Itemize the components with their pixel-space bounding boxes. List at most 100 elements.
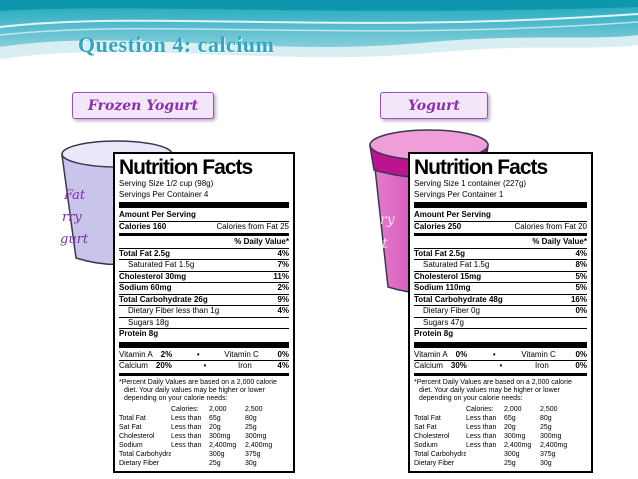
- cell: 20g: [209, 423, 221, 431]
- nutrient-row: Total Carbohydrate 26g 9%: [119, 293, 289, 306]
- table-row: Sat Fat Less than 20g 25g: [414, 423, 587, 432]
- nutrient-name: Cholesterol 15mg: [414, 271, 482, 281]
- nutrient-daily-value: 4%: [575, 248, 587, 258]
- cell: 300g: [504, 450, 520, 458]
- cell: 65g: [209, 414, 221, 422]
- table-row: Total Fat Less than 65g 80g: [119, 414, 289, 423]
- bullet-separator: •: [203, 361, 207, 370]
- cup-script-text: Fat: [63, 188, 86, 203]
- table-row: Total Fat Less than 65g 80g: [414, 414, 587, 423]
- divider: [414, 372, 587, 376]
- cell: 2,400mg: [540, 441, 568, 449]
- cell: 375g: [540, 450, 556, 458]
- cell: 300mg: [209, 432, 231, 440]
- nutrient-name: Total Carbohydrate 48g: [414, 294, 503, 304]
- table-header-row: Calories: 2,000 2,500: [119, 405, 289, 414]
- nutrition-facts-label-yogurt: Nutrition Facts Serving Size 1 container…: [408, 152, 593, 473]
- nutrient-daily-value: 4%: [277, 248, 289, 258]
- nutrient-row: Total Carbohydrate 48g 16%: [414, 293, 587, 306]
- thick-divider: [414, 341, 587, 348]
- nutrient-row: Sugars 47g: [414, 316, 587, 329]
- daily-values-table: Calories: 2,000 2,500 Total Fat Less tha…: [119, 405, 289, 468]
- bullet-separator: •: [196, 349, 200, 359]
- nutrient-daily-value: 5%: [575, 283, 587, 292]
- daily-values-table: Calories: 2,000 2,500 Total Fat Less tha…: [414, 405, 587, 468]
- nutrient-name: Sodium 110mg: [414, 283, 471, 292]
- nutrient-row: Protein 8g: [414, 328, 587, 340]
- cell: Sodium: [119, 441, 143, 449]
- vitamin-right-name: Vitamin C: [224, 349, 259, 359]
- nutrient-name: Sodium 60mg: [119, 283, 172, 292]
- nutrient-daily-value: 4%: [277, 306, 289, 315]
- cell: [119, 405, 171, 414]
- cell: [466, 459, 504, 468]
- calories-row: Calories 160 Calories from Fat 25: [119, 220, 289, 233]
- cell: Less than: [466, 423, 497, 431]
- nutrient-name: Saturated Fat 1.5g: [423, 260, 490, 269]
- daily-values-footnote: *Percent Daily Values are based on a 2,0…: [414, 378, 572, 402]
- serving-size-line: Serving Size 1/2 cup (98g): [119, 179, 214, 188]
- cell: 2,400mg: [245, 441, 273, 449]
- nutrition-facts-title: Nutrition Facts: [119, 156, 253, 179]
- cell: 20g: [504, 423, 516, 431]
- nutrient-daily-value: 5%: [575, 271, 587, 281]
- vitamin-left-name: Calcium: [414, 361, 443, 370]
- vitamin-right-value: 4%: [277, 361, 289, 370]
- nutrient-daily-value: 8%: [575, 260, 587, 269]
- vitamin-right-name: Iron: [237, 361, 252, 370]
- serving-size-line: Serving Size 1 container (227g): [414, 179, 527, 188]
- nutrient-row: Total Fat 2.5g 4%: [414, 249, 587, 260]
- yogurt-label-chip: Yogurt: [380, 92, 488, 119]
- nutrient-name: Dietary Fiber 0g: [423, 306, 480, 315]
- cell: Total Carbohydrate: [414, 450, 466, 458]
- cell: Less than: [466, 432, 497, 440]
- nutrient-daily-value: 9%: [277, 294, 289, 304]
- bullet-separator: •: [499, 361, 503, 370]
- cell: Dietary Fiber: [414, 459, 455, 467]
- divider: [414, 233, 587, 236]
- nutrient-name: Sugars 47g: [423, 317, 464, 327]
- nutrient-row: Sodium 110mg 5%: [414, 282, 587, 294]
- cell: Less than: [171, 414, 202, 422]
- cell: Calories:: [171, 405, 199, 413]
- cell: Dietary Fiber: [119, 459, 160, 467]
- nutrient-row: Saturated Fat 1.5g 8%: [414, 259, 587, 271]
- vitamin-left-name: Vitamin A: [119, 349, 153, 359]
- nutrient-daily-value: 0%: [575, 306, 587, 315]
- cell: Total Fat: [119, 414, 146, 422]
- table-body: Total Fat Less than 65g 80g Sat Fat Less…: [414, 414, 587, 468]
- vitamin-row: Calcium 30% • Iron 0%: [414, 360, 587, 372]
- cell: 25g: [209, 459, 221, 467]
- vitamin-rows: Vitamin A 2% • Vitamin C 0% Calcium 20% …: [119, 350, 289, 372]
- table-row: Cholesterol Less than 300mg 300mg: [119, 432, 289, 441]
- cell: 30g: [540, 459, 552, 467]
- nutrition-facts-label-frozen-yogurt: Nutrition Facts Serving Size 1/2 cup (98…: [113, 152, 295, 473]
- calories-value: Calories 160: [119, 221, 167, 231]
- cup-script-text: ry: [380, 212, 396, 228]
- cell: [171, 450, 209, 459]
- calories-from-fat-value: Calories from Fat 25: [216, 221, 289, 231]
- cell: Sat Fat: [119, 423, 142, 431]
- cell: Less than: [171, 423, 202, 431]
- vitamin-left-value: 20%: [155, 361, 172, 370]
- nutrient-name: Total Fat 2.5g: [414, 248, 465, 258]
- nutrient-daily-value: 7%: [277, 260, 289, 269]
- table-row: Cholesterol Less than 300mg 300mg: [414, 432, 587, 441]
- table-row: Sodium Less than 2,400mg 2,400mg: [119, 441, 289, 450]
- nutrient-daily-value: 11%: [273, 271, 289, 281]
- cell: [466, 450, 504, 459]
- percent-daily-value-header: % Daily Value*: [119, 237, 289, 249]
- nutrient-row: Sodium 60mg 2%: [119, 282, 289, 294]
- cup-script-text: rry: [62, 210, 82, 225]
- nutrient-name: Total Fat 2.5g: [119, 248, 170, 258]
- nutrient-name: Sugars 18g: [128, 317, 169, 327]
- vitamin-row: Vitamin A 2% • Vitamin C 0%: [119, 350, 289, 361]
- divider: [119, 233, 289, 236]
- nutrient-row: Dietary Fiber 0g 0%: [414, 305, 587, 317]
- cell: 25g: [504, 459, 516, 467]
- cell: 30g: [245, 459, 257, 467]
- nutrient-row: Cholesterol 30mg 11%: [119, 270, 289, 283]
- vitamin-right-value: 0%: [575, 349, 587, 359]
- cell: 300mg: [540, 432, 562, 440]
